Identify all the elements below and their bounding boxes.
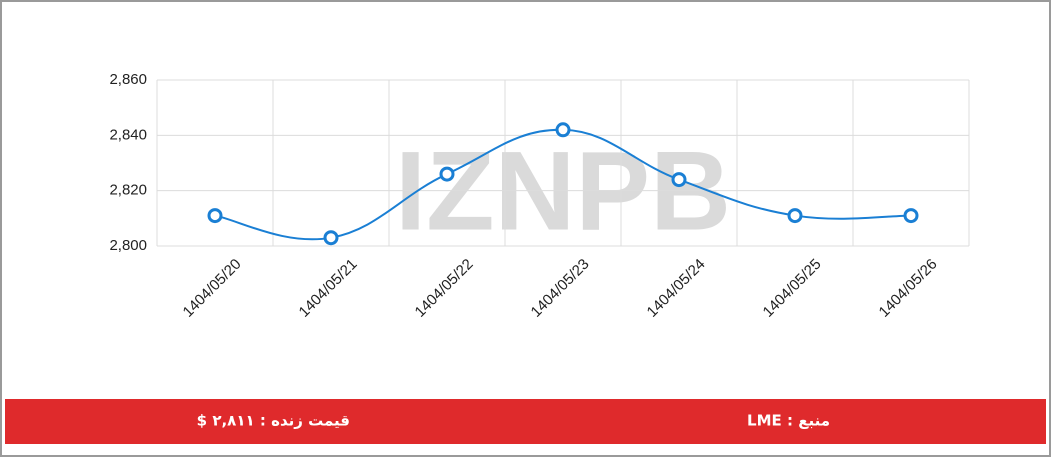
point (903, 208, 919, 224)
point (671, 172, 687, 188)
source: منبع : LME (747, 412, 830, 430)
y-tick-label: 2,820 (109, 182, 147, 199)
point (439, 166, 455, 182)
point (323, 230, 339, 246)
footer-bar (5, 399, 1046, 444)
y-tick-label: 2,860 (109, 71, 147, 88)
y-tick-label: 2,800 (109, 237, 147, 254)
live-price: قیمت زنده : ۲,۸۱۱ $ (197, 412, 350, 430)
point (207, 208, 223, 224)
y-tick-label: 2,840 (109, 126, 147, 143)
point (555, 122, 571, 138)
point (787, 208, 803, 224)
